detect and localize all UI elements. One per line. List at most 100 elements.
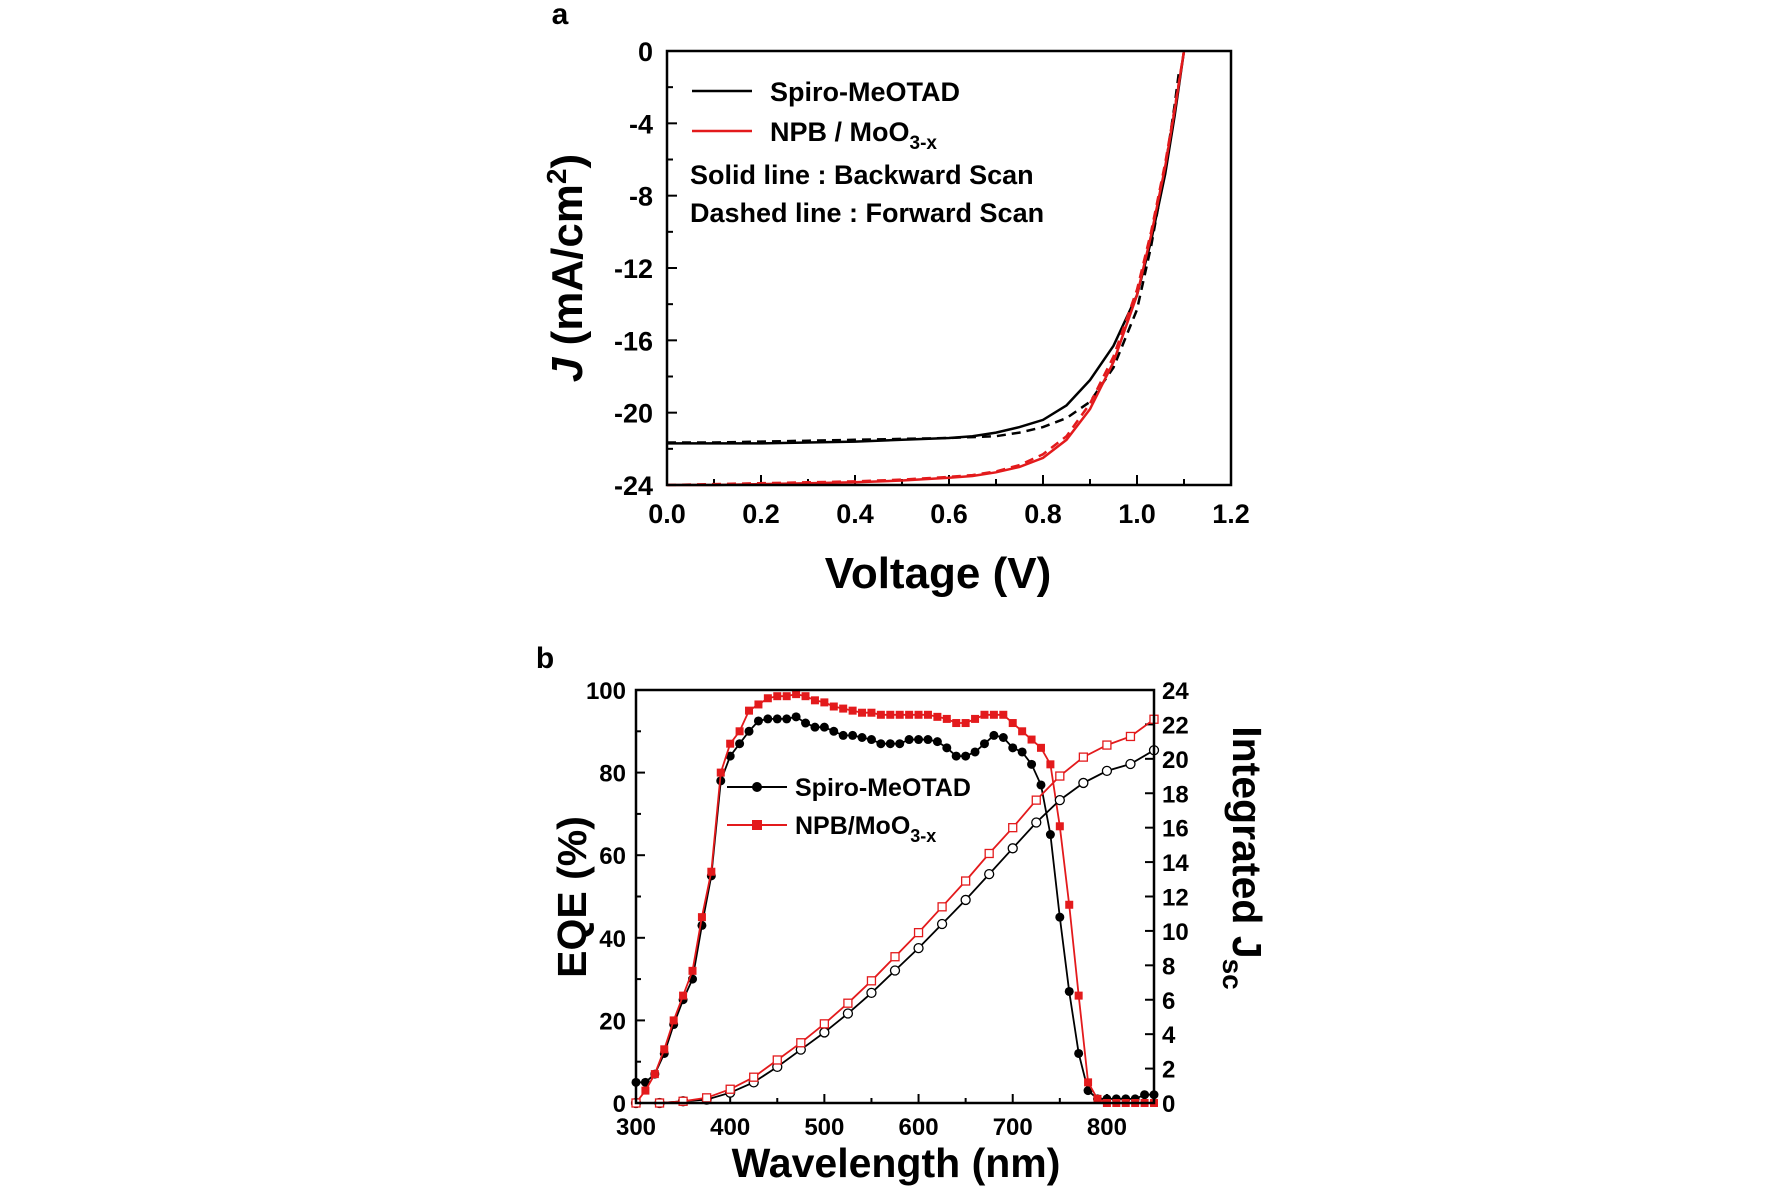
b-point-spiro-meotad (753, 716, 763, 726)
b-point-spiro-meotad (904, 735, 914, 745)
b-point-npb-moo3-x (641, 1086, 650, 1095)
b-point-npb-moo3-x (989, 710, 998, 719)
panel-b-ticks: 300 400 500 600 700 8000204060801000246810121… (586, 678, 1189, 1141)
b-point-spiro-meotad (1055, 912, 1065, 922)
b-point-npb-moo3-x (792, 690, 801, 699)
b-point-spiro-meotad (914, 735, 924, 745)
b-point-spiro-meotad-integrated (889, 965, 901, 976)
b-y2-tick-label: 24 (1162, 678, 1189, 705)
panel-a-legend: Spiro-MeOTAD NPB / MoO3-x Solid line : B… (690, 77, 1044, 228)
b-point-npb-moo3-x-integrated (749, 1072, 759, 1082)
b-point-spiro-meotad (923, 735, 933, 745)
b-point-npb-moo3-x-integrated (843, 998, 853, 1008)
b-point-npb-moo3-x (1093, 1094, 1102, 1103)
b-point-npb-moo3-x (999, 710, 1008, 719)
b-point-spiro-meotad (970, 747, 980, 757)
legend-npb-label-sub: 3-x (910, 133, 938, 154)
b-point-spiro-meotad-integrated (960, 894, 971, 906)
b-point-npb-moo3-x (650, 1070, 659, 1079)
b-point-npb-moo3-x-integrated (937, 902, 947, 912)
b-series-line-npb-moo3-x (635, 693, 1154, 1104)
b-x-tick-label: 300 (616, 1114, 656, 1141)
panel-b-x-axis-title: Wavelength (nm) (732, 1140, 1061, 1186)
b-y2-tick-label: 14 (1162, 850, 1189, 877)
legend-b-npb-main: NPB/MoO (795, 812, 910, 840)
b-point-spiro-meotad (979, 739, 989, 749)
b-point-npb-moo3-x (782, 692, 791, 701)
panel-a-ticks: 0.0 0.2 0.4 0.6 0.8 1.0 1.2 0 -4 -8 -12 -16 -20 -24 (614, 37, 1250, 529)
b-point-npb-moo3-x (1046, 760, 1055, 769)
b-point-spiro-meotad (1074, 1048, 1084, 1058)
b-point-npb-moo3-x-integrated (796, 1038, 806, 1048)
b-point-npb-moo3-x (876, 710, 885, 719)
b-y-tick-label: 40 (599, 926, 626, 953)
b-point-npb-moo3-x-integrated (1078, 752, 1089, 762)
b-y-tick-label: 100 (586, 678, 626, 705)
b-point-npb-moo3-x (801, 692, 810, 701)
b-point-npb-moo3-x (1065, 900, 1074, 909)
b-point-npb-moo3-x (980, 710, 989, 719)
b-point-npb-moo3-x (726, 739, 735, 748)
b-point-npb-moo3-x-integrated (1008, 823, 1018, 833)
b-point-npb-moo3-x (952, 719, 961, 728)
a-x-tick-label: 0.0 (648, 499, 686, 529)
b-point-spiro-meotad (1036, 780, 1046, 790)
b-y2-tick-label: 16 (1162, 816, 1189, 843)
b-point-npb-moo3-x (669, 1016, 678, 1025)
b-point-spiro-meotad (951, 751, 961, 761)
panel-a-y-axis-title: J (mA/cm2) (541, 154, 592, 382)
a-series-npb-forward (666, 50, 1186, 487)
legend-b-spiro-label: Spiro-MeOTAD (795, 774, 971, 802)
b-point-spiro-meotad (866, 735, 876, 745)
a-y-tick-label: -8 (629, 182, 653, 212)
b-point-spiro-meotad (735, 739, 745, 749)
b-point-spiro-meotad (989, 730, 999, 740)
b-point-spiro-meotad (1017, 747, 1027, 757)
b-point-spiro-meotad (640, 1077, 650, 1087)
b-point-npb-moo3-x (707, 867, 716, 876)
b-point-spiro-meotad (772, 714, 782, 724)
b-point-spiro-meotad (1027, 759, 1037, 769)
panel-a-plot-frame (665, 49, 1233, 487)
b-point-npb-moo3-x (1084, 1078, 1093, 1087)
b-point-spiro-meotad (857, 732, 867, 742)
b-point-npb-moo3-x (735, 727, 744, 736)
b-y-tick-label: 20 (599, 1008, 626, 1035)
b-point-npb-moo3-x (923, 710, 932, 719)
b-y2-tick-label: 0 (1162, 1091, 1175, 1118)
b-x-tick-label: 400 (710, 1114, 750, 1141)
b-point-spiro-meotad (932, 737, 942, 747)
b-point-npb-moo3-x-integrated (819, 1019, 830, 1029)
b-point-spiro-meotad (961, 751, 971, 761)
a-x-tick-label: 1.0 (1118, 499, 1156, 529)
y2-title-sub: sc (1217, 959, 1248, 990)
b-point-spiro-meotad (998, 732, 1008, 742)
b-point-npb-moo3-x (961, 719, 970, 728)
b-point-spiro-meotad (744, 726, 754, 736)
a-x-tick-label: 0.2 (742, 499, 780, 529)
y2-title-main: Integrated J (1224, 726, 1270, 958)
a-series-spiro-backward (667, 50, 1186, 445)
b-y2-tick-label: 18 (1162, 781, 1189, 808)
b-point-npb-moo3-x (829, 702, 838, 711)
legend-b-npb-marker (752, 820, 762, 830)
b-point-spiro-meotad (801, 718, 811, 728)
b-point-npb-moo3-x-integrated (725, 1084, 735, 1094)
b-point-spiro-meotad-integrated (913, 942, 924, 954)
b-point-npb-moo3-x-integrated (913, 927, 924, 938)
b-point-spiro-meotad-integrated (1054, 794, 1065, 806)
panel-a-series (666, 50, 1186, 487)
b-point-npb-moo3-x-integrated (984, 848, 994, 859)
b-point-spiro-meotad (876, 739, 886, 749)
b-point-npb-moo3-x (1018, 727, 1027, 736)
b-point-npb-moo3-x (942, 714, 951, 723)
b-point-npb-moo3-x-integrated (866, 976, 877, 986)
legend-spiro-label: Spiro-MeOTAD (770, 77, 960, 107)
b-point-spiro-meotad-integrated (936, 918, 948, 930)
b-point-spiro-meotad-integrated (866, 987, 877, 999)
b-x-tick-label: 500 (804, 1114, 844, 1141)
panel-a: a 0.0 0.2 0.4 0.6 0.8 1.0 1.2 0 -4 -8 -12 -16 -20 -24… (541, 0, 1250, 598)
b-point-npb-moo3-x-integrated (701, 1093, 712, 1103)
y-title-close: ) (543, 154, 592, 169)
